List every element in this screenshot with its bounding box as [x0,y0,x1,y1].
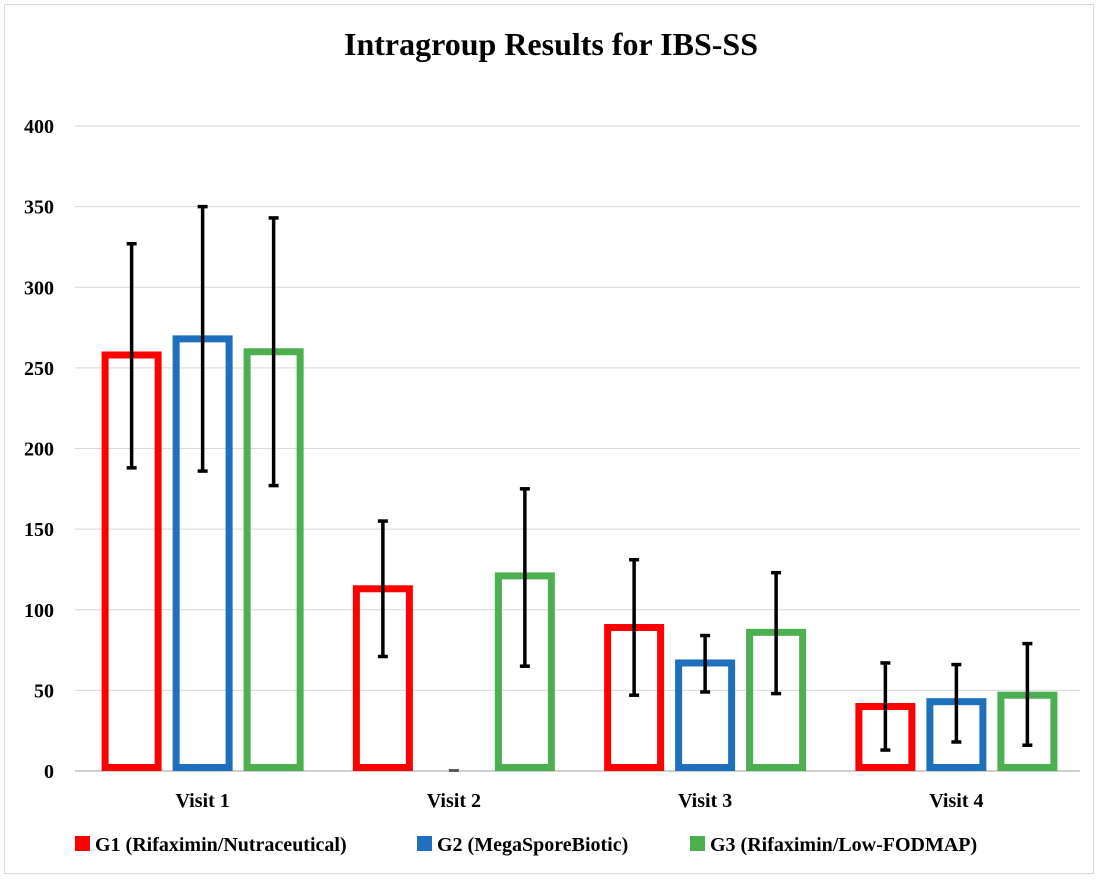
bars [101,335,1058,772]
y-tick-label: 300 [24,277,54,299]
y-tick-label: 400 [24,116,54,138]
legend-label: G1 (Rifaximin/Nutraceutical) [95,834,347,856]
y-tick-label: 150 [24,519,54,541]
legend: G1 (Rifaximin/Nutraceutical) G2 (MegaSpor… [75,834,977,856]
bar [448,769,459,772]
x-tick-label: Visit 1 [175,790,229,812]
y-tick-label: 200 [24,439,54,461]
legend-swatch [417,836,432,851]
chart-title: Intragroup Results for IBS-SS [344,26,758,62]
error-bars [126,204,1033,752]
x-axis-ticks: Visit 1 Visit 2 Visit 3 Visit 4 [175,790,983,812]
y-tick-label: 350 [24,197,54,219]
x-tick-label: Visit 2 [427,790,481,812]
x-tick-label: Visit 4 [929,790,983,812]
legend-swatch [690,836,705,851]
legend-label: G2 (MegaSporeBiotic) [437,834,628,856]
legend-label: G3 (Rifaximin/Low-FODMAP) [710,834,977,856]
legend-swatch [75,836,90,851]
y-axis-ticks: 0 50 100 150 200 250 300 350 400 [24,116,54,783]
y-tick-label: 100 [24,600,54,622]
y-tick-label: 50 [34,680,54,702]
x-tick-label: Visit 3 [678,790,732,812]
y-tick-label: 0 [44,761,54,783]
y-tick-label: 250 [24,358,54,380]
